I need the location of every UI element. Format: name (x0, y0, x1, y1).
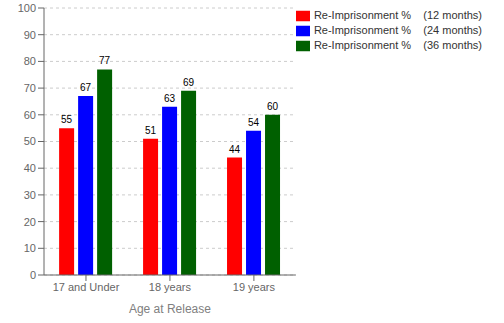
svg-text:69: 69 (183, 77, 195, 88)
html-text:Re-Imprisonment % (12 months): Re-Imprisonment % (12 months) (313, 9, 482, 21)
svg-text:40: 40 (24, 162, 36, 174)
svg-text:10: 10 (24, 242, 36, 254)
svg-text:Age at Release: Age at Release (129, 302, 211, 316)
svg-text:51: 51 (145, 125, 157, 136)
svg-text:19 years: 19 years (233, 281, 276, 293)
svg-text:44: 44 (229, 144, 241, 155)
html-text:Re-Imprisonment % (24 months): Re-Imprisonment % (24 months) (313, 24, 482, 37)
svg-text:70: 70 (24, 82, 36, 94)
svg-text:18 years: 18 years (149, 281, 192, 293)
svg-text:77: 77 (99, 55, 111, 66)
svg-text:55: 55 (61, 114, 73, 125)
svg-text:20: 20 (24, 216, 36, 228)
svg-text:50: 50 (24, 135, 36, 147)
svg-text:54: 54 (248, 117, 260, 128)
svg-text:60: 60 (267, 101, 279, 112)
svg-text:60: 60 (24, 109, 36, 121)
svg-text:80: 80 (24, 55, 36, 67)
svg-text:63: 63 (164, 93, 176, 104)
svg-text:90: 90 (24, 29, 36, 41)
svg-text:30: 30 (24, 189, 36, 201)
html-text:Re-Imprisonment % (36 months): Re-Imprisonment % (36 months) (313, 39, 482, 52)
svg-text:100: 100 (18, 2, 36, 14)
svg-text:67: 67 (80, 82, 92, 93)
svg-text:0: 0 (30, 269, 36, 281)
svg-text:17 and Under: 17 and Under (53, 281, 120, 293)
